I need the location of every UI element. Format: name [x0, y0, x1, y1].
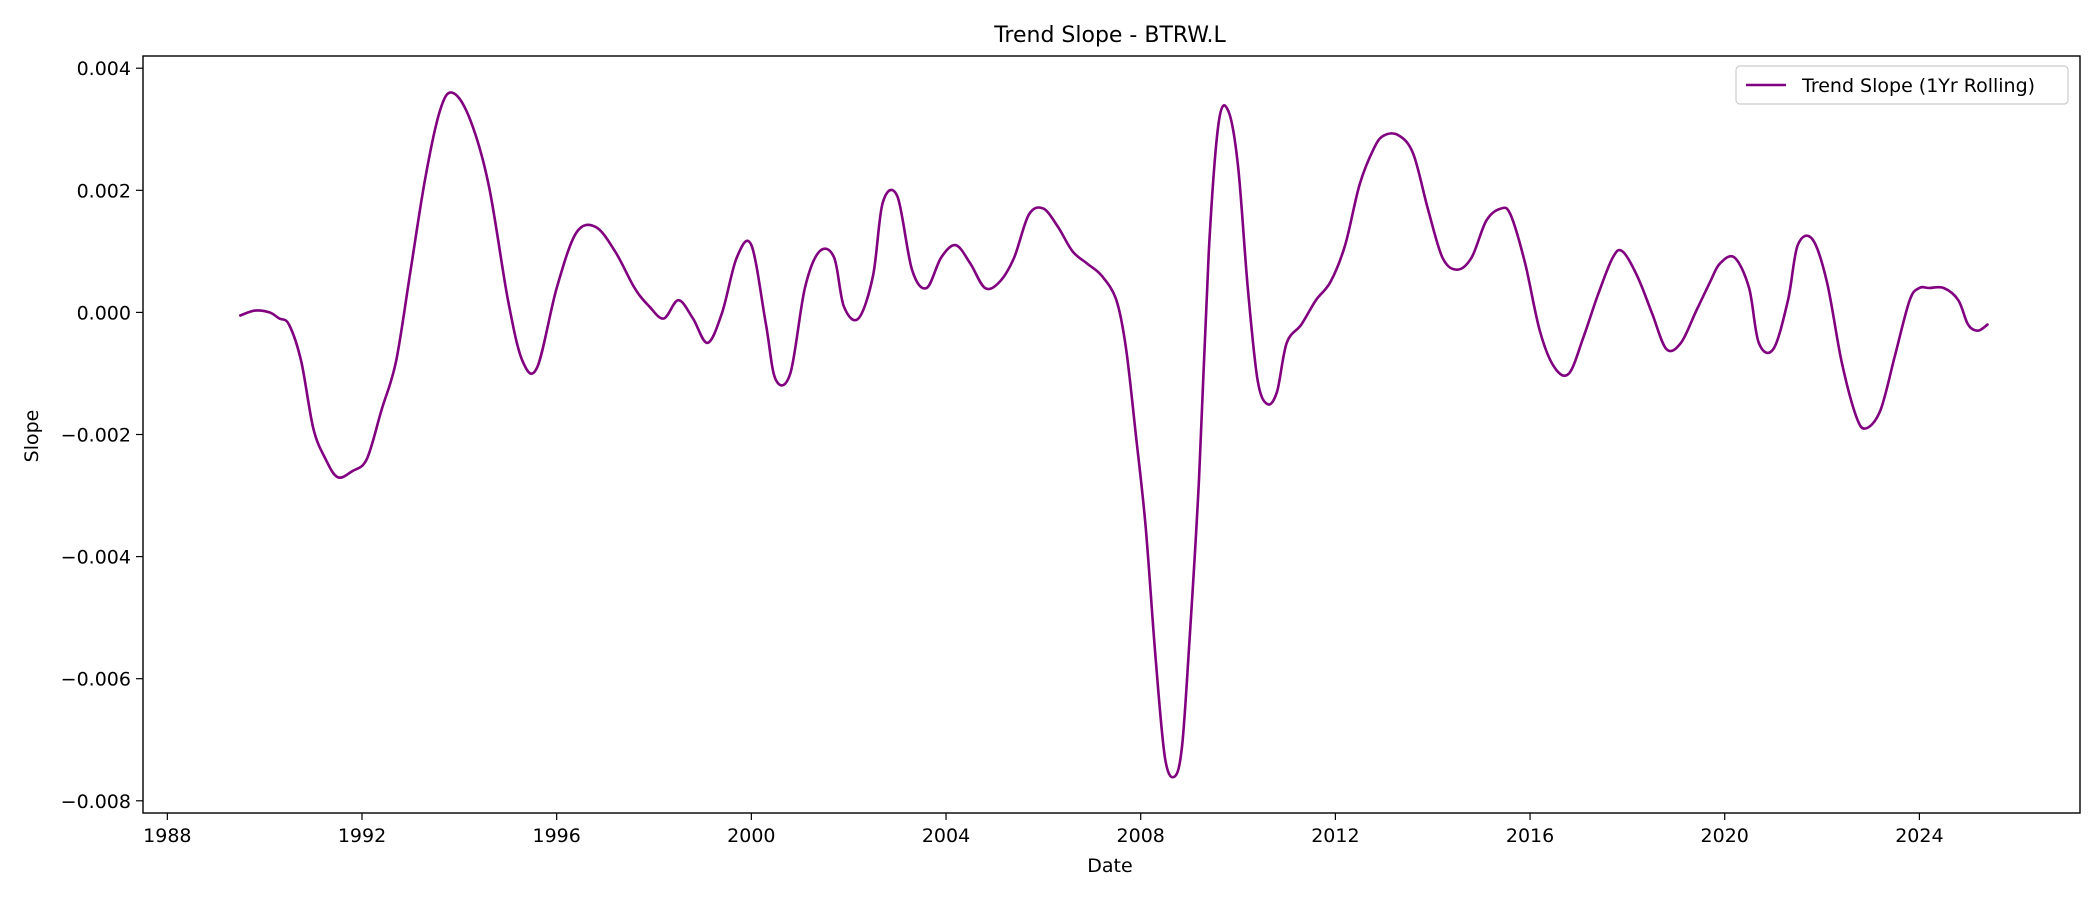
y-tick-label: −0.008	[61, 791, 131, 813]
x-tick-label: 2008	[1117, 825, 1165, 847]
series-layer	[239, 91, 1989, 779]
y-tick-label: −0.004	[61, 547, 131, 569]
y-tick-label: −0.006	[61, 669, 131, 691]
x-axis-label: Date	[1087, 855, 1132, 877]
x-tick-label: 2020	[1701, 825, 1749, 847]
chart-title: Trend Slope - BTRW.L	[993, 23, 1226, 48]
x-tick-label: 2016	[1506, 825, 1554, 847]
x-tick-label: 1988	[143, 825, 191, 847]
x-tick-label: 1996	[533, 825, 581, 847]
legend: Trend Slope (1Yr Rolling)	[1735, 65, 2069, 105]
x-axis-ticks: 1988 1992 1996 2000 2004 2008 2012 2016 2020 2024	[143, 813, 1944, 847]
x-tick-label: 2024	[1895, 825, 1943, 847]
y-tick-label: −0.002	[61, 425, 131, 447]
plot-frame	[142, 55, 2081, 814]
x-tick-label: 2004	[922, 825, 970, 847]
series-line	[239, 91, 1989, 779]
y-axis-label: Slope	[21, 410, 43, 463]
y-tick-label: 0.004	[77, 58, 131, 80]
x-tick-label: 2000	[727, 825, 775, 847]
x-tick-label: 2012	[1311, 825, 1359, 847]
y-tick-label: 0.000	[77, 302, 131, 324]
plot-area: 1988 1992 1996 2000 2004 2008 2012 2016 2020 2024…	[61, 55, 2081, 847]
y-tick-label: 0.002	[77, 180, 131, 202]
y-axis-ticks: 0.004 0.002 0.000 −0.002 −0.004 −0.006 −0.008	[61, 58, 143, 813]
x-tick-label: 1992	[338, 825, 386, 847]
legend-label: Trend Slope (1Yr Rolling)	[1801, 75, 2035, 97]
legend-box	[1735, 65, 2069, 105]
